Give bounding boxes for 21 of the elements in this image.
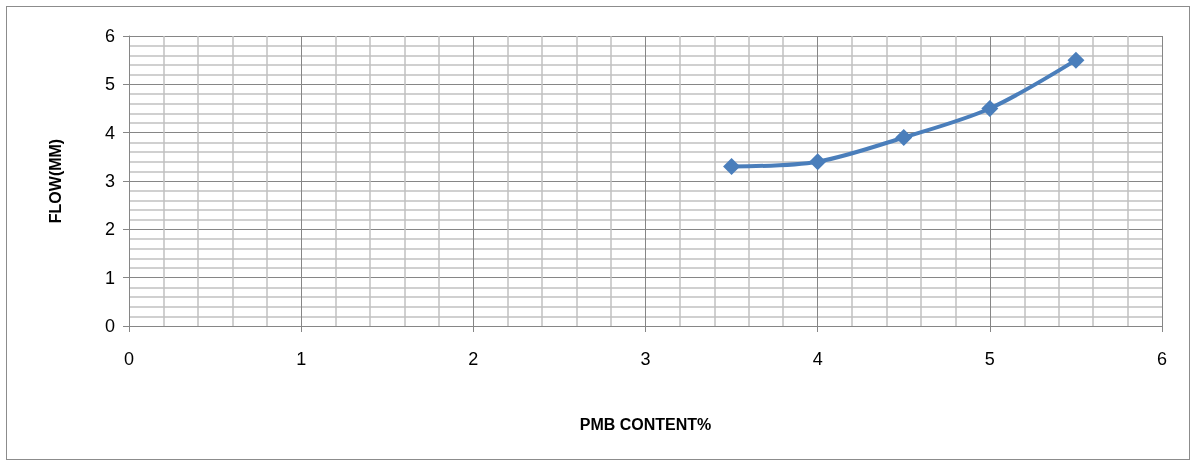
y-tick-label: 3: [104, 171, 115, 191]
x-tick-label: 5: [984, 349, 995, 369]
x-tick-label: 6: [1156, 349, 1168, 369]
y-tick-label: 6: [104, 26, 115, 46]
point: [723, 158, 741, 175]
y-tick-label: 1: [104, 267, 115, 288]
x-tick-label: 2: [468, 349, 479, 369]
y-tick-label: 0: [104, 316, 115, 336]
point: [981, 100, 999, 117]
y-tick-label: 5: [104, 74, 115, 95]
y-tick-label: 2: [104, 219, 115, 240]
point: [895, 129, 913, 146]
point: [809, 153, 827, 171]
x-tick-label: 1: [296, 349, 307, 369]
y-tick-label: 4: [104, 122, 115, 143]
y-axis-title: FLOW(MM): [46, 138, 64, 224]
x-axis-title: PMB CONTENT%: [579, 415, 712, 433]
x-tick-label: 0: [123, 349, 135, 369]
x-tick-label: 3: [640, 349, 651, 369]
x-tick-label: 4: [812, 349, 823, 369]
point: [1067, 51, 1085, 69]
